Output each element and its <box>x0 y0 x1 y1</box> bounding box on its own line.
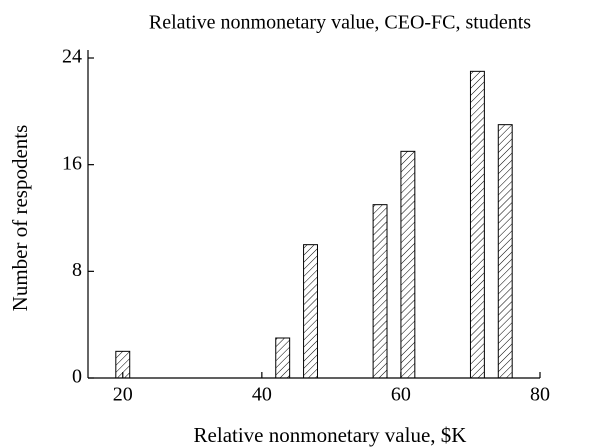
x-tick-label: 20 <box>113 384 133 406</box>
bar <box>115 350 131 379</box>
x-axis-label: Relative nonmonetary value, $K <box>194 423 467 447</box>
chart-title: Relative nonmonetary value, CEO-FC, stud… <box>149 12 531 34</box>
x-tick-label: 80 <box>530 384 550 406</box>
bar <box>497 124 513 379</box>
bar <box>372 204 388 379</box>
y-tick-label: 24 <box>62 46 82 68</box>
y-axis-label: Number of respodents <box>8 125 32 312</box>
y-tick-label: 16 <box>62 152 82 174</box>
x-tick-label: 40 <box>252 384 272 406</box>
bar <box>275 337 291 379</box>
y-tick-label: 0 <box>72 366 82 388</box>
bar <box>303 244 318 379</box>
bar <box>469 70 485 379</box>
y-tick-label: 8 <box>72 259 82 281</box>
bar <box>400 150 416 379</box>
x-tick-label: 60 <box>391 384 411 406</box>
